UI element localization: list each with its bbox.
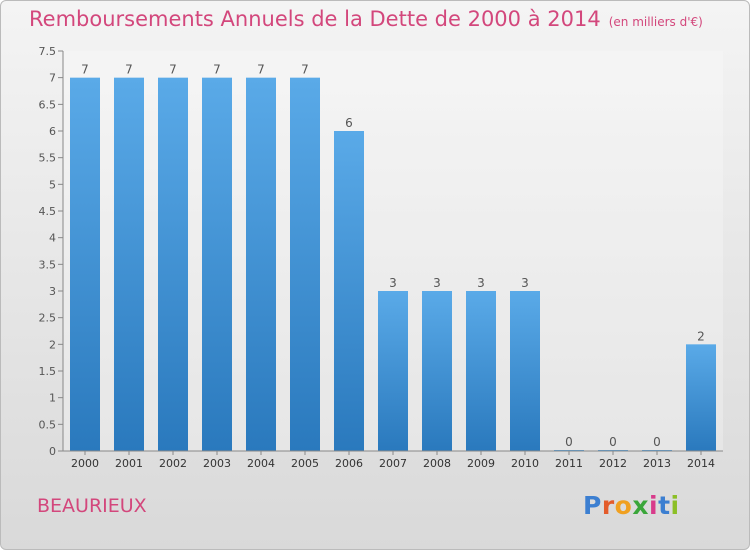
- logo-letter: r: [601, 491, 615, 520]
- bar-2001: [114, 77, 144, 452]
- x-tick-label-2008: 2008: [423, 457, 451, 470]
- y-tick-label: 4.5: [39, 205, 57, 218]
- y-tick-label: 2: [49, 338, 56, 351]
- data-label-2000: 7: [81, 63, 89, 77]
- x-tick-label-2006: 2006: [335, 457, 363, 470]
- bar-2002: [158, 77, 188, 452]
- logo-letter: i: [649, 491, 659, 520]
- y-tick-label: 2.5: [39, 312, 57, 325]
- data-label-2008: 3: [433, 276, 441, 290]
- logo-letter: i: [670, 491, 680, 520]
- data-label-2006: 6: [345, 116, 353, 130]
- x-tick-label-2012: 2012: [599, 457, 627, 470]
- x-tick-label-2001: 2001: [115, 457, 143, 470]
- y-tick-label: 3.5: [39, 258, 57, 271]
- y-tick-label: 1.5: [39, 365, 57, 378]
- unit-label: (en milliers d'€): [608, 15, 703, 29]
- data-label-2004: 7: [257, 63, 265, 77]
- bar-2010: [510, 291, 540, 451]
- y-tick-label: 6.5: [39, 98, 57, 111]
- x-tick-label-2000: 2000: [71, 457, 99, 470]
- logo-letter: o: [614, 491, 633, 520]
- y-tick-label: 5.5: [39, 152, 57, 165]
- x-axis: 2000 2001 2002 2003 2004 2005 2006 2007 2008 2009…: [63, 450, 723, 470]
- x-tick-label-2003: 2003: [203, 457, 231, 470]
- data-label-2002: 7: [169, 63, 177, 77]
- title-row: Remboursements Annuels de la Dette de 20…: [29, 7, 703, 31]
- y-tick-label: 7: [49, 72, 56, 85]
- data-label-2011: 0: [565, 435, 573, 449]
- y-tick-label: 1: [49, 392, 56, 405]
- data-labels: 7 7 7 7 7 7 6 3 3 3 3 0 0 0 2: [81, 63, 705, 449]
- x-tick-label-2010: 2010: [511, 457, 539, 470]
- x-tick-label-2013: 2013: [643, 457, 671, 470]
- x-tick-label-2014: 2014: [687, 457, 715, 470]
- data-label-2001: 7: [125, 63, 133, 77]
- y-tick-label: 0: [49, 445, 56, 458]
- data-label-2010: 3: [521, 276, 529, 290]
- data-label-2012: 0: [609, 435, 617, 449]
- y-tick-label: 7.5: [39, 45, 57, 58]
- bars: [70, 77, 716, 452]
- chart-title: Remboursements Annuels de la Dette de 20…: [29, 7, 601, 31]
- data-label-2014: 2: [697, 329, 705, 343]
- data-label-2003: 7: [213, 63, 221, 77]
- x-tick-label-2004: 2004: [247, 457, 275, 470]
- x-tick-label-2005: 2005: [291, 457, 319, 470]
- bar-2004: [246, 77, 276, 452]
- y-axis: 0 0.5 1 1.5 2 2.5 3 3.5 4 4.5 5 5.5 6 6.5 7 7.5: [39, 45, 64, 458]
- bar-2005: [290, 77, 320, 452]
- bar-2014: [686, 344, 716, 451]
- bar-2008: [422, 291, 452, 451]
- x-tick-label-2011: 2011: [555, 457, 583, 470]
- y-tick-label: 5: [49, 178, 56, 191]
- data-label-2013: 0: [653, 435, 661, 449]
- bar-2003: [202, 77, 232, 452]
- bar-2007: [378, 291, 408, 451]
- y-tick-label: 3: [49, 285, 56, 298]
- logo-letter: t: [658, 491, 671, 520]
- y-tick-label: 4: [49, 232, 56, 245]
- logo-letter: P: [583, 491, 602, 520]
- bar-2006: [334, 131, 364, 451]
- data-label-2005: 7: [301, 63, 309, 77]
- place-name: BEAURIEUX: [37, 495, 147, 517]
- y-tick-label: 6: [49, 125, 56, 138]
- y-tick-label: 0.5: [39, 418, 57, 431]
- x-tick-label-2009: 2009: [467, 457, 495, 470]
- proxiti-logo[interactable]: Proxiti: [583, 491, 680, 520]
- x-tick-label-2007: 2007: [379, 457, 407, 470]
- x-tick-label-2002: 2002: [159, 457, 187, 470]
- bar-2009: [466, 291, 496, 451]
- data-label-2007: 3: [389, 276, 397, 290]
- logo-letter: x: [632, 491, 649, 520]
- data-label-2009: 3: [477, 276, 485, 290]
- bar-2000: [70, 77, 100, 452]
